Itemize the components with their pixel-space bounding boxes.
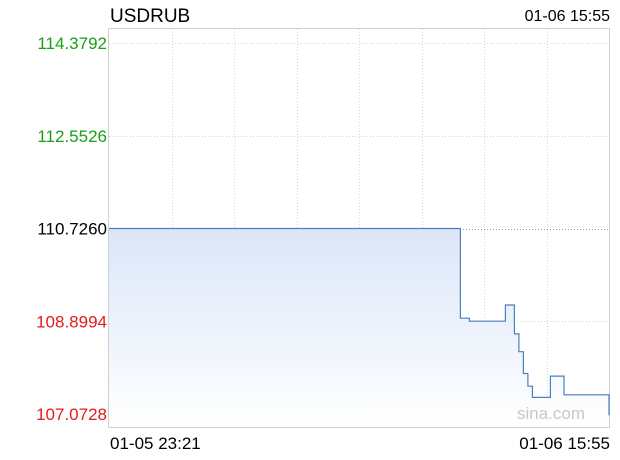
y-tick-label: 110.7260 bbox=[37, 220, 107, 239]
y-tick-label: 112.5526 bbox=[37, 127, 107, 146]
x-axis-label-start: 01-05 23:21 bbox=[110, 434, 201, 453]
plot-frame bbox=[108, 28, 610, 428]
header-timestamp: 01-06 15:55 bbox=[524, 8, 610, 25]
chart-title-symbol: USDRUB bbox=[110, 6, 191, 27]
watermark-text: sina.com bbox=[517, 404, 585, 423]
x-axis-label-end: 01-06 15:55 bbox=[519, 434, 610, 453]
y-tick-label: 108.8994 bbox=[36, 312, 107, 331]
price-area-fill bbox=[109, 228, 609, 427]
y-axis-labels: 114.3792 112.5526 110.7260 108.8994 107.0728 bbox=[36, 34, 107, 424]
y-tick-label: 107.0728 bbox=[36, 405, 107, 424]
y-tick-label: 114.3792 bbox=[37, 34, 107, 53]
price-line bbox=[109, 227, 610, 416]
